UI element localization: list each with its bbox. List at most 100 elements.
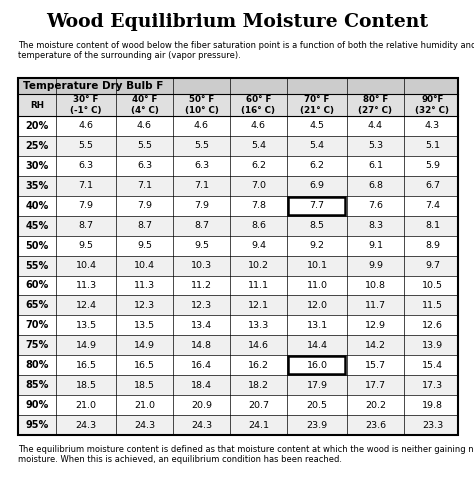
Text: 9.1: 9.1 <box>368 241 383 250</box>
Text: 6.2: 6.2 <box>310 161 325 171</box>
Text: 6.2: 6.2 <box>251 161 266 171</box>
Text: 7.9: 7.9 <box>194 201 209 210</box>
Text: 9.2: 9.2 <box>310 241 325 250</box>
Text: 11.5: 11.5 <box>422 301 443 310</box>
Text: 12.4: 12.4 <box>75 301 97 310</box>
Text: 45%: 45% <box>26 221 49 231</box>
Text: 35%: 35% <box>26 181 49 191</box>
Text: 13.4: 13.4 <box>191 321 212 330</box>
Text: 12.6: 12.6 <box>422 321 443 330</box>
Text: 60%: 60% <box>26 281 49 290</box>
Text: 18.5: 18.5 <box>75 381 97 390</box>
Text: 17.3: 17.3 <box>422 381 443 390</box>
Text: 23.3: 23.3 <box>422 421 443 430</box>
Text: 5.9: 5.9 <box>425 161 440 171</box>
Text: 5.5: 5.5 <box>79 141 93 150</box>
Text: 70%: 70% <box>26 320 49 330</box>
Text: 23.9: 23.9 <box>306 421 328 430</box>
Text: 80%: 80% <box>25 360 49 370</box>
Text: 7.9: 7.9 <box>137 201 152 210</box>
Text: 10.3: 10.3 <box>191 261 212 270</box>
Text: 30° F
(-1° C): 30° F (-1° C) <box>70 95 102 115</box>
Text: Wood Equilibrium Moisture Content: Wood Equilibrium Moisture Content <box>46 13 428 31</box>
Text: 19.8: 19.8 <box>422 400 443 409</box>
Text: 5.3: 5.3 <box>368 141 383 150</box>
Text: 7.4: 7.4 <box>425 201 440 210</box>
Text: 9.9: 9.9 <box>368 261 383 270</box>
Text: 8.9: 8.9 <box>425 241 440 250</box>
Text: 12.9: 12.9 <box>365 321 386 330</box>
Text: The moisture content of wood below the fiber saturation point is a function of b: The moisture content of wood below the f… <box>18 41 474 60</box>
Text: 6.3: 6.3 <box>78 161 93 171</box>
Bar <box>18 136 458 156</box>
Bar <box>18 78 458 94</box>
Text: 4.5: 4.5 <box>310 121 325 130</box>
Text: 7.1: 7.1 <box>194 181 209 190</box>
Text: 14.6: 14.6 <box>248 341 269 350</box>
Text: 6.1: 6.1 <box>368 161 383 171</box>
Text: 20%: 20% <box>26 121 49 131</box>
Text: 7.9: 7.9 <box>79 201 93 210</box>
Text: 4.4: 4.4 <box>368 121 383 130</box>
Bar <box>18 336 458 355</box>
Bar <box>18 415 458 435</box>
Text: 24.3: 24.3 <box>191 421 212 430</box>
Text: 9.7: 9.7 <box>425 261 440 270</box>
Text: 10.2: 10.2 <box>248 261 269 270</box>
Text: 7.1: 7.1 <box>137 181 152 190</box>
Text: 11.0: 11.0 <box>307 281 328 290</box>
Text: 6.3: 6.3 <box>194 161 209 171</box>
Text: 40° F
(4° C): 40° F (4° C) <box>130 95 158 115</box>
Bar <box>18 78 458 435</box>
Text: 9.5: 9.5 <box>79 241 93 250</box>
Text: 5.5: 5.5 <box>194 141 209 150</box>
Text: 15.7: 15.7 <box>365 361 386 370</box>
Text: 11.3: 11.3 <box>134 281 155 290</box>
Text: 15.4: 15.4 <box>422 361 443 370</box>
Text: 10.8: 10.8 <box>365 281 386 290</box>
Text: 20.9: 20.9 <box>191 400 212 409</box>
Text: 11.2: 11.2 <box>191 281 212 290</box>
Text: 18.4: 18.4 <box>191 381 212 390</box>
Text: 60° F
(16° C): 60° F (16° C) <box>241 95 275 115</box>
Text: 5.4: 5.4 <box>310 141 325 150</box>
Text: 12.3: 12.3 <box>191 301 212 310</box>
Text: 24.3: 24.3 <box>134 421 155 430</box>
Text: 6.7: 6.7 <box>425 181 440 190</box>
Text: 20.2: 20.2 <box>365 400 386 409</box>
Text: 16.5: 16.5 <box>134 361 155 370</box>
Text: 20.5: 20.5 <box>307 400 328 409</box>
Text: 95%: 95% <box>26 420 49 430</box>
Text: 13.1: 13.1 <box>306 321 328 330</box>
Text: 16.2: 16.2 <box>248 361 269 370</box>
Text: 21.0: 21.0 <box>134 400 155 409</box>
Text: 5.5: 5.5 <box>137 141 152 150</box>
Text: 12.0: 12.0 <box>307 301 328 310</box>
Text: 6.3: 6.3 <box>137 161 152 171</box>
Text: 24.3: 24.3 <box>75 421 97 430</box>
Text: 13.3: 13.3 <box>248 321 269 330</box>
Text: 12.1: 12.1 <box>248 301 269 310</box>
Text: 18.5: 18.5 <box>134 381 155 390</box>
Text: 75%: 75% <box>26 341 49 350</box>
Text: 21.0: 21.0 <box>75 400 97 409</box>
Text: 90°F
(32° C): 90°F (32° C) <box>416 95 449 115</box>
Bar <box>289 197 346 215</box>
Text: 16.0: 16.0 <box>307 361 328 370</box>
Bar <box>18 256 458 276</box>
Text: 9.4: 9.4 <box>251 241 266 250</box>
Text: 7.8: 7.8 <box>251 201 266 210</box>
Bar <box>18 375 458 395</box>
Text: 25%: 25% <box>26 141 49 151</box>
Text: 16.5: 16.5 <box>75 361 97 370</box>
Text: 17.9: 17.9 <box>307 381 328 390</box>
Text: 12.3: 12.3 <box>134 301 155 310</box>
Text: 17.7: 17.7 <box>365 381 386 390</box>
Text: 4.6: 4.6 <box>251 121 266 130</box>
Text: 70° F
(21° C): 70° F (21° C) <box>300 95 334 115</box>
Text: 80° F
(27° C): 80° F (27° C) <box>358 95 392 115</box>
Text: 4.6: 4.6 <box>79 121 93 130</box>
Text: 16.4: 16.4 <box>191 361 212 370</box>
Text: 8.7: 8.7 <box>79 221 93 230</box>
Text: 8.1: 8.1 <box>425 221 440 230</box>
